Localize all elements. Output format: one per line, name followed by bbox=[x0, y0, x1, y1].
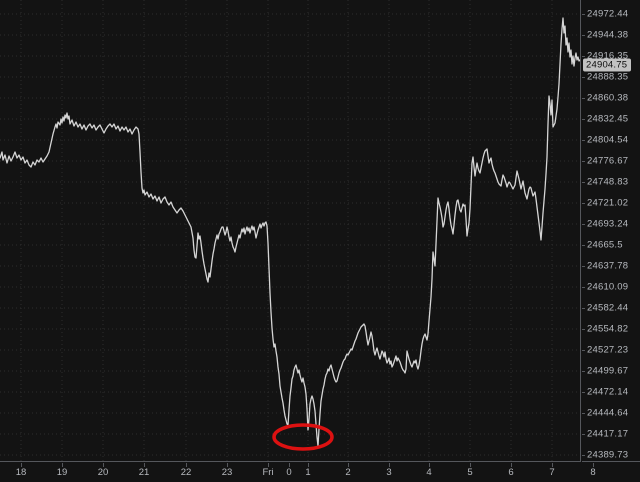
time-axis-label: 23 bbox=[221, 467, 233, 478]
annotation-ellipse[interactable] bbox=[272, 423, 334, 451]
price-axis-label: 24776.67 bbox=[587, 155, 629, 167]
time-axis-label: 8 bbox=[590, 467, 596, 478]
time-axis-tick bbox=[144, 463, 145, 467]
price-axis-label: 24972.44 bbox=[587, 8, 629, 20]
last-price-label: 24904.75 bbox=[583, 58, 632, 72]
price-axis-tick bbox=[582, 98, 585, 99]
gridlines bbox=[0, 0, 580, 461]
time-axis-tick bbox=[21, 463, 22, 467]
price-axis-tick bbox=[582, 224, 585, 225]
time-axis-label: 20 bbox=[97, 467, 109, 478]
time-axis-label: 18 bbox=[15, 467, 27, 478]
time-axis-label: 4 bbox=[426, 467, 432, 478]
price-chart-area[interactable] bbox=[0, 0, 581, 462]
price-axis-tick bbox=[582, 455, 585, 456]
time-axis-tick bbox=[389, 463, 390, 467]
time-axis-label: 5 bbox=[467, 467, 473, 478]
time-axis-label: 3 bbox=[386, 467, 392, 478]
price-axis-tick bbox=[582, 371, 585, 372]
price-axis-label: 24472.14 bbox=[587, 386, 629, 398]
price-axis-tick bbox=[582, 14, 585, 15]
price-axis-label: 24804.54 bbox=[587, 134, 629, 146]
price-axis-tick bbox=[582, 161, 585, 162]
time-axis-label: 21 bbox=[138, 467, 150, 478]
price-axis-label: 24888.35 bbox=[587, 71, 629, 83]
price-axis-label: 24527.23 bbox=[587, 344, 629, 356]
price-axis-tick bbox=[582, 434, 585, 435]
time-axis-tick bbox=[429, 463, 430, 467]
price-axis-label: 24417.17 bbox=[587, 428, 629, 440]
price-axis-label: 24748.83 bbox=[587, 176, 629, 188]
price-axis-tick bbox=[582, 35, 585, 36]
price-axis-label: 24582.44 bbox=[587, 302, 629, 314]
price-axis[interactable]: 24904.75 24972.44 24944.38 24916.35 24888.3… bbox=[582, 0, 640, 462]
price-axis-label: 24721.02 bbox=[587, 197, 629, 209]
price-axis-label: 24832.45 bbox=[587, 113, 629, 125]
price-axis-label: 24860.38 bbox=[587, 92, 629, 104]
price-axis-tick bbox=[582, 329, 585, 330]
price-axis-tick bbox=[582, 203, 585, 204]
time-axis-label: 1 bbox=[305, 467, 311, 478]
price-axis-tick bbox=[582, 266, 585, 267]
time-axis-tick bbox=[470, 463, 471, 467]
time-axis-tick bbox=[186, 463, 187, 467]
price-axis-label: 24693.24 bbox=[587, 218, 629, 230]
time-axis[interactable]: 18 19 20 21 22 23 Fri 0 1 2 3 4 5 6 7 8 bbox=[0, 463, 640, 482]
time-axis-label: 6 bbox=[508, 467, 514, 478]
price-axis-tick bbox=[582, 77, 585, 78]
price-axis-tick bbox=[582, 413, 585, 414]
price-axis-tick bbox=[582, 140, 585, 141]
time-axis-tick bbox=[268, 463, 269, 467]
time-axis-label: 22 bbox=[180, 467, 192, 478]
price-axis-label: 24499.67 bbox=[587, 365, 629, 377]
time-axis-tick bbox=[308, 463, 309, 467]
time-axis-label: Fri bbox=[262, 467, 274, 478]
price-axis-tick bbox=[582, 287, 585, 288]
price-axis-tick bbox=[582, 308, 585, 309]
price-axis-label: 24637.78 bbox=[587, 260, 629, 272]
time-axis-tick bbox=[348, 463, 349, 467]
price-axis-tick bbox=[582, 182, 585, 183]
price-axis-tick bbox=[582, 245, 585, 246]
time-axis-tick bbox=[289, 463, 290, 467]
time-axis-label: 2 bbox=[345, 467, 351, 478]
time-axis-tick bbox=[511, 463, 512, 467]
price-axis-label: 24665.5 bbox=[587, 239, 623, 251]
time-axis-label: 7 bbox=[549, 467, 555, 478]
price-axis-label: 24610.09 bbox=[587, 281, 629, 293]
time-axis-tick bbox=[227, 463, 228, 467]
price-axis-tick bbox=[582, 392, 585, 393]
price-axis-tick bbox=[582, 56, 585, 57]
price-axis-label: 24554.82 bbox=[587, 323, 629, 335]
chart-canvas[interactable] bbox=[0, 0, 580, 461]
time-axis-label: 0 bbox=[286, 467, 292, 478]
price-axis-tick bbox=[582, 119, 585, 120]
price-line bbox=[0, 17, 580, 447]
time-axis-tick bbox=[62, 463, 63, 467]
time-axis-tick bbox=[593, 463, 594, 467]
price-axis-label: 24916.35 bbox=[587, 50, 629, 62]
time-axis-tick bbox=[552, 463, 553, 467]
price-axis-label: 24444.64 bbox=[587, 407, 629, 419]
price-axis-tick bbox=[582, 350, 585, 351]
time-axis-label: 19 bbox=[56, 467, 68, 478]
time-axis-tick bbox=[103, 463, 104, 467]
price-axis-label: 24944.38 bbox=[587, 29, 629, 41]
price-axis-label: 24389.73 bbox=[587, 449, 629, 461]
